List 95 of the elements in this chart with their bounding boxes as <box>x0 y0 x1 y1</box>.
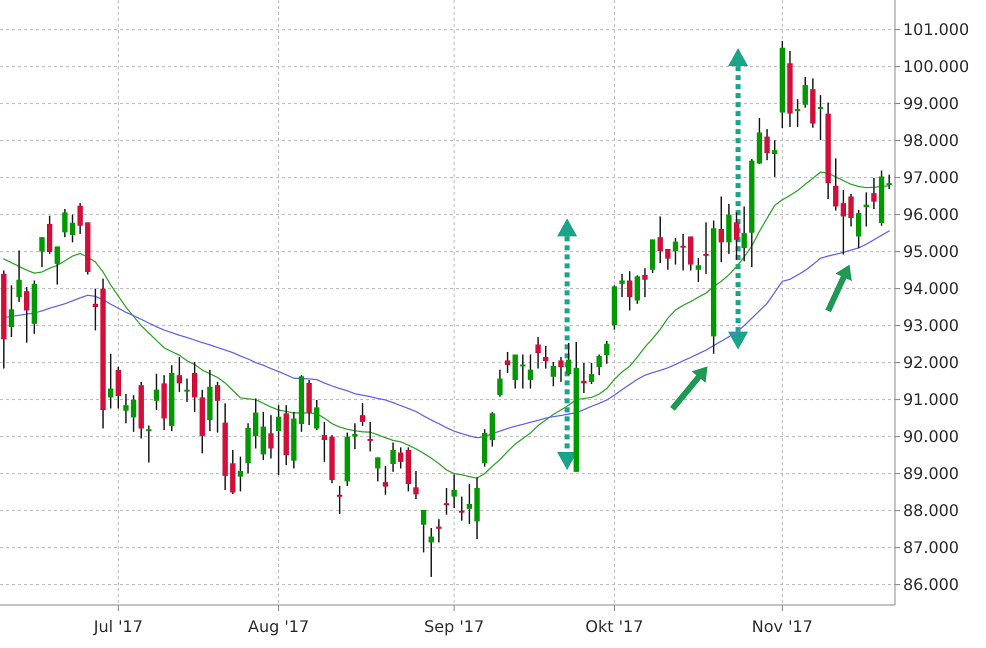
y-tick-label: 91.000 <box>903 390 959 410</box>
y-tick-label: 97.000 <box>903 168 959 188</box>
candlestick <box>840 189 846 256</box>
candlestick <box>436 518 442 544</box>
candlestick <box>276 404 282 476</box>
candlestick <box>176 356 182 393</box>
y-tick-label: 88.000 <box>903 501 959 520</box>
x-tick-label: Nov '17 <box>752 617 813 636</box>
candlestick <box>146 424 152 464</box>
y-tick-label: 96.000 <box>903 205 959 224</box>
y-tick-label: 99.000 <box>903 94 959 114</box>
candlestick <box>77 202 83 235</box>
candlestick <box>16 250 22 303</box>
candlestick <box>238 456 244 492</box>
candlestick <box>413 470 419 500</box>
y-tick-label: 93.000 <box>903 316 959 336</box>
x-tick-label: Aug '17 <box>248 617 310 636</box>
candlestick <box>154 372 160 411</box>
candlestick <box>108 353 114 410</box>
candlestick <box>856 209 862 250</box>
candlestick <box>70 214 76 244</box>
candlestick <box>352 422 358 450</box>
candlestick <box>833 158 838 212</box>
candlestick <box>848 193 854 228</box>
candlestick <box>864 192 869 228</box>
candlestick <box>794 98 800 128</box>
candlestick <box>588 362 594 385</box>
candlestick <box>871 177 877 210</box>
candlestick <box>886 174 892 190</box>
candlestick <box>398 446 404 470</box>
candlestick <box>368 421 373 452</box>
candlestick <box>39 236 45 268</box>
candlestick <box>528 354 534 390</box>
candlestick <box>665 248 671 270</box>
candlestick <box>627 270 632 312</box>
candlestick <box>314 399 320 431</box>
candlestick <box>703 222 709 275</box>
candlestick <box>581 362 587 394</box>
candlestick <box>130 394 136 433</box>
y-tick-label: 90.000 <box>903 427 959 446</box>
candlestick <box>772 139 778 178</box>
candlestick <box>497 368 503 398</box>
candlestick <box>214 381 220 434</box>
candlestick <box>696 257 702 283</box>
candlestick <box>444 487 450 516</box>
candlestick <box>390 442 396 473</box>
y-tick-label: 87.000 <box>903 538 959 558</box>
candlestick <box>336 485 342 515</box>
candlestick <box>428 527 434 578</box>
candlestick <box>184 378 190 403</box>
candlestick <box>520 354 526 390</box>
candlestick <box>680 233 686 272</box>
candlestick <box>382 465 388 496</box>
y-tick-label: 98.000 <box>903 131 959 150</box>
y-tick-label: 92.000 <box>903 353 959 372</box>
candlestick <box>8 284 14 338</box>
candlestick <box>818 94 824 141</box>
x-tick-label: Jul '17 <box>92 617 143 636</box>
candlestick <box>375 456 380 482</box>
candlestick <box>420 509 426 554</box>
y-tick-label: 95.000 <box>903 242 959 262</box>
candlestick <box>360 402 366 427</box>
candlestick <box>718 196 724 263</box>
candlestick <box>734 212 740 261</box>
y-tick-label: 86.000 <box>903 575 959 594</box>
candlestick <box>92 288 98 332</box>
candlestick <box>123 393 129 424</box>
candlestick <box>672 237 678 266</box>
candlestick <box>558 356 564 383</box>
candlestick <box>451 474 457 509</box>
candlestick <box>268 414 274 460</box>
y-tick-label: 89.000 <box>903 464 959 484</box>
x-tick-label: Okt '17 <box>585 617 644 636</box>
candlestick <box>764 128 770 161</box>
candlestick <box>543 345 548 370</box>
candlestick <box>62 208 68 238</box>
candlestick <box>550 361 556 388</box>
candlestick <box>459 496 464 522</box>
y-tick-label: 101.000 <box>903 20 970 40</box>
candlestick <box>802 76 808 108</box>
candlestick <box>566 342 572 376</box>
candlestick <box>54 246 60 286</box>
candlestick <box>466 483 472 525</box>
candlestick <box>535 336 541 370</box>
candlestick <box>253 398 258 450</box>
candlestick <box>24 286 30 344</box>
candlestick <box>322 421 328 463</box>
candlestick <box>619 273 625 298</box>
candlestick <box>741 206 747 262</box>
candlestick <box>596 354 602 376</box>
x-tick-label: Sep '17 <box>424 617 484 636</box>
y-tick-label: 94.000 <box>903 279 959 298</box>
candlestick <box>604 340 610 364</box>
candlestick <box>658 216 663 264</box>
y-tick-label: 100.000 <box>903 57 970 76</box>
